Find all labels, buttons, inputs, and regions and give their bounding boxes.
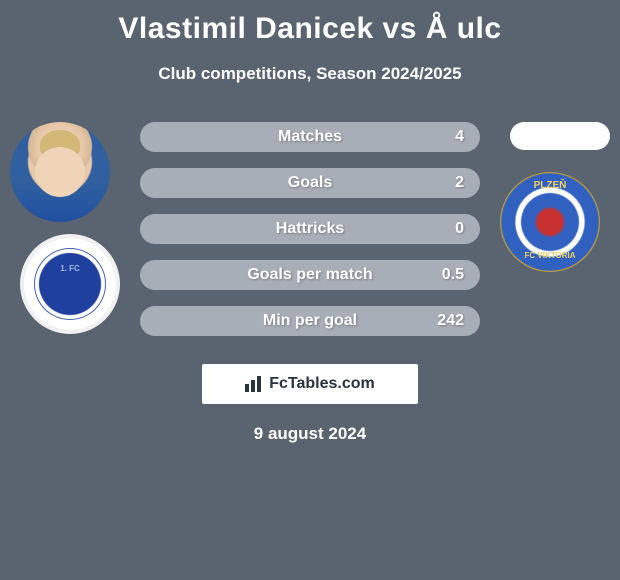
stat-bar-matches: Matches 4 [140, 122, 480, 152]
player-right [510, 122, 610, 150]
club-logo-plzen [500, 172, 600, 272]
subtitle: Club competitions, Season 2024/2025 [0, 64, 620, 84]
stat-bar-hattricks: Hattricks 0 [140, 214, 480, 244]
stat-label: Hattricks [276, 220, 344, 238]
chart-icon [245, 376, 265, 392]
stat-bar-goals-per-match: Goals per match 0.5 [140, 260, 480, 290]
stat-label: Matches [278, 128, 342, 146]
stat-bar-min-per-goal: Min per goal 242 [140, 306, 480, 336]
club-left [20, 234, 120, 334]
stats-column: Matches 4 Goals 2 Hattricks 0 Goals per … [140, 122, 480, 352]
stat-value: 4 [455, 128, 464, 146]
watermark-text: FcTables.com [269, 375, 375, 393]
club-right [500, 172, 600, 272]
player-silhouette-right [510, 122, 610, 150]
page-title: Vlastimil Danicek vs Å ulc [0, 0, 620, 46]
player-left [10, 122, 110, 222]
stat-value: 0 [455, 220, 464, 238]
stat-label: Min per goal [263, 312, 357, 330]
infographic-container: Vlastimil Danicek vs Å ulc Club competit… [0, 0, 620, 580]
club-logo-slovacko [20, 234, 120, 334]
stat-value: 2 [455, 174, 464, 192]
stat-label: Goals per match [247, 266, 372, 284]
stat-value: 0.5 [442, 266, 464, 284]
watermark-box: FcTables.com [202, 364, 418, 404]
main-area: Matches 4 Goals 2 Hattricks 0 Goals per … [0, 112, 620, 352]
stat-value: 242 [437, 312, 464, 330]
stat-bar-goals: Goals 2 [140, 168, 480, 198]
player-photo-left [10, 122, 110, 222]
date-text: 9 august 2024 [0, 424, 620, 444]
stat-label: Goals [288, 174, 332, 192]
